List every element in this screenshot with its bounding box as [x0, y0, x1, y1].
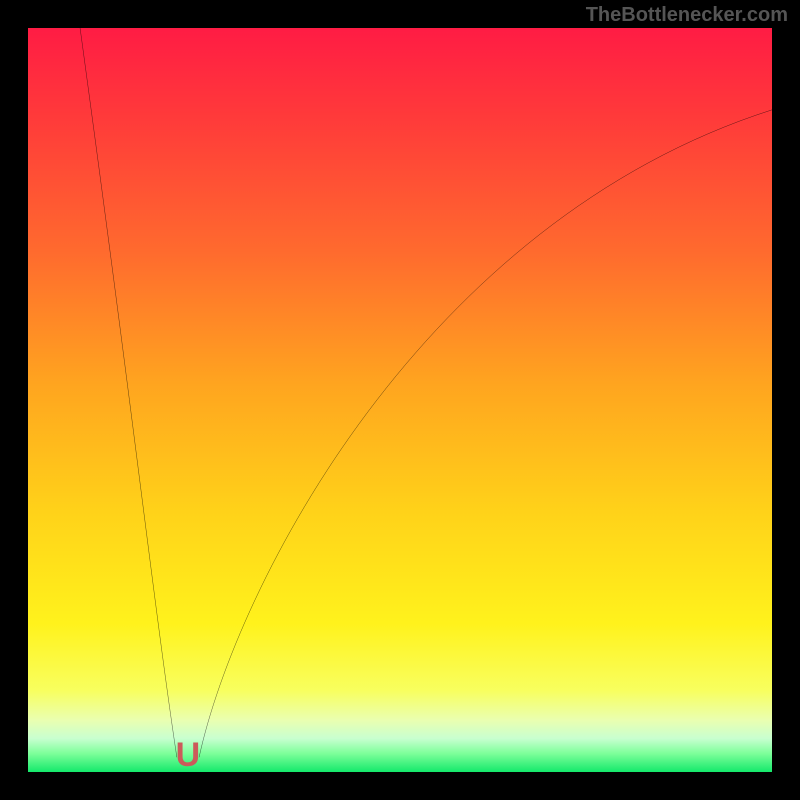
curve-right-branch	[199, 110, 772, 757]
chart-plot-area: U	[28, 28, 772, 772]
bottleneck-curve	[28, 28, 772, 772]
optimal-point-marker: U	[176, 738, 201, 772]
watermark-text: TheBottlenecker.com	[586, 4, 788, 27]
curve-left-branch	[80, 28, 177, 757]
